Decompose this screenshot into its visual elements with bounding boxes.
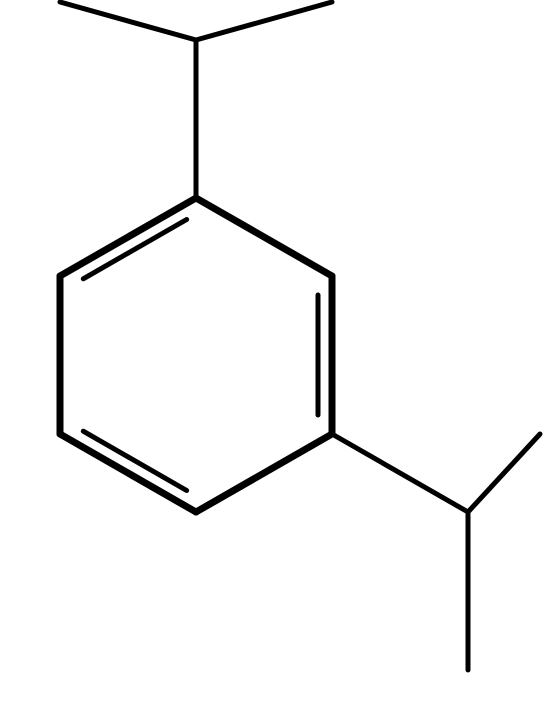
chemical-structure-diagram [0, 0, 556, 712]
